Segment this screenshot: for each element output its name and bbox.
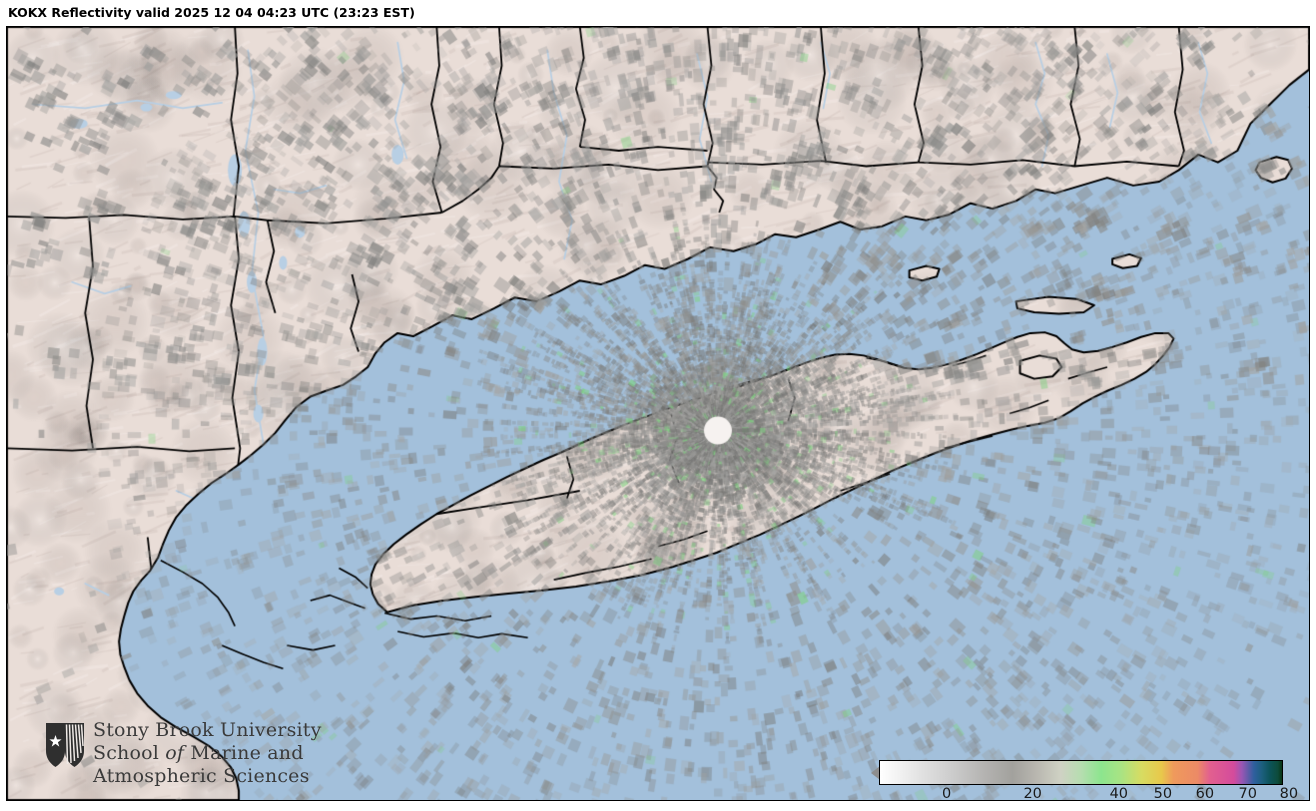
map-frame[interactable]: Stony Brook University School of Marine … — [6, 26, 1310, 801]
colorbar-tick-70: 70 — [1238, 786, 1257, 801]
colorbar-tick-labels: 0 20 40 50 60 70 80 — [871, 786, 1298, 801]
colorbar-tick-40: 40 — [1109, 786, 1129, 801]
colorbar-bar — [879, 760, 1283, 785]
colorbar-underflow-arrow — [871, 766, 880, 780]
page-title: KOKX Reflectivity valid 2025 12 04 04:23… — [8, 5, 415, 20]
radar-map-canvas[interactable] — [7, 27, 1309, 800]
colorbar-gradient — [880, 761, 1282, 784]
colorbar-tick-20: 20 — [1023, 786, 1042, 801]
colorbar-tick-0: 0 — [941, 786, 952, 801]
colorbar-tick-50: 50 — [1153, 786, 1173, 801]
colorbar-tick-80: 80 — [1279, 786, 1299, 801]
colorbar-tick-60: 60 — [1195, 786, 1215, 801]
reflectivity-colorbar: 0 20 40 50 60 70 80 — [871, 732, 1298, 800]
